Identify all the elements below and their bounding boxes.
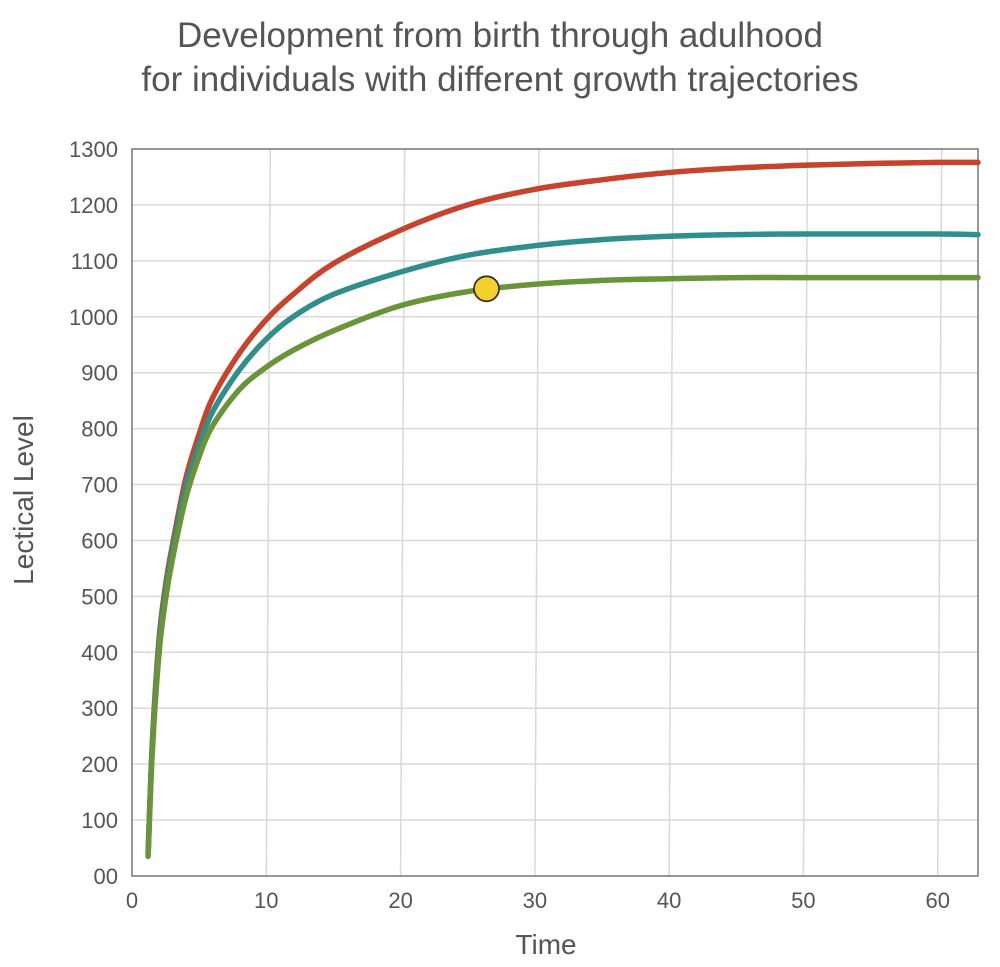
grid-line-x-4 [668,148,674,877]
y-axis-label: Lectical Level [8,415,39,585]
grid-line-x-6 [936,148,943,877]
y-tick-label: 500 [81,584,118,609]
x-tick-label: 0 [126,888,138,913]
grid-line-x-3 [534,148,540,877]
series-line-1 [145,159,981,857]
x-axis-ticks: 0 10 20 30 40 50 60 [126,888,950,913]
x-axis-label: Time [515,929,576,960]
y-tick-label: 900 [81,361,118,386]
plot-frame [131,148,979,877]
grid-lines [132,148,978,877]
y-tick-label: 00 [94,864,118,889]
y-tick-label: 1000 [69,305,118,330]
grid-line-x-5 [802,148,809,877]
y-axis-ticks: 00 100 200 300 400 500 600 700 800 900 1000 1100 120… [69,137,118,889]
series-line-3 [145,274,981,860]
series-layer [145,159,981,860]
y-tick-label: 1100 [71,249,118,274]
chart-title: Development from birth through adulhood … [0,14,1000,102]
y-tick-label: 700 [81,473,118,498]
y-tick-label: 100 [81,808,118,833]
y-tick-label: 200 [81,752,118,777]
highlight-point-1 [473,275,500,303]
grid-line-x-2 [399,148,406,877]
y-tick-label: 1200 [69,193,118,218]
x-tick-label: 40 [657,888,681,913]
x-tick-label: 50 [791,888,815,913]
x-tick-label: 10 [254,888,278,913]
y-tick-label: 400 [81,640,118,665]
y-tick-label: 300 [81,696,118,721]
chart-title-line-1: Development from birth through adulhood [177,16,823,55]
marker-layer [473,275,500,303]
grid-line-x-1 [265,148,272,877]
y-tick-label: 600 [81,528,118,553]
x-tick-label: 20 [388,888,412,913]
series-line-2 [145,231,981,857]
y-tick-label: 1300 [69,137,118,162]
y-tick-label: 800 [81,417,118,442]
x-tick-label: 30 [523,888,547,913]
x-tick-label: 60 [925,888,949,913]
chart-title-line-2: for individuals with different growth tr… [141,60,859,99]
